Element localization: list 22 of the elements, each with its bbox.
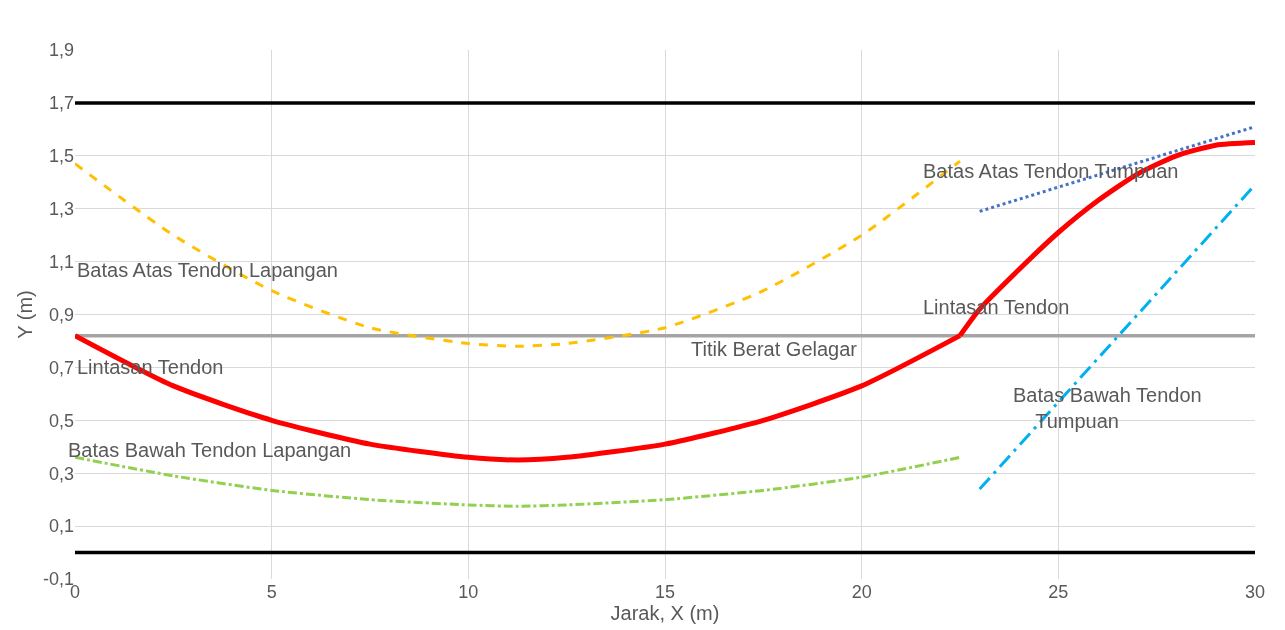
x-tick-label: 15 [654, 582, 676, 602]
x-tick-label: 20 [851, 582, 872, 602]
y-tick-label: 0,5 [48, 410, 74, 431]
y-tick-label: 0,9 [48, 304, 74, 325]
y-tick-label: 0,1 [48, 516, 74, 537]
y-tick-label: 1,1 [48, 251, 74, 272]
x-tick-label: 10 [458, 582, 479, 602]
series-label: Batas Bawah Tendon Lapangan [68, 439, 352, 461]
y-tick-label: 1,9 [48, 40, 74, 61]
y-tick-label: 1,7 [48, 93, 74, 114]
x-tick-label: 5 [266, 582, 277, 602]
x-tick-label: 25 [1048, 582, 1069, 602]
y-tick-label: 0,7 [48, 357, 74, 378]
y-tick-label: 0,3 [48, 463, 74, 484]
x-axis-title: Jarak, X (m) [610, 602, 720, 624]
series-label: Batas Atas Tendon Lapangan [77, 259, 338, 281]
series-label: Batas Bawah Tendon Tumpuan [1013, 384, 1202, 432]
ref-line-label: Titik Berat Gelagar [691, 338, 858, 360]
x-tick-label: 30 [1244, 582, 1266, 602]
y-tick-label: 1,3 [48, 199, 74, 219]
y-tick-label: 1,5 [48, 146, 74, 167]
y-axis-title: Y (m) [14, 290, 37, 339]
